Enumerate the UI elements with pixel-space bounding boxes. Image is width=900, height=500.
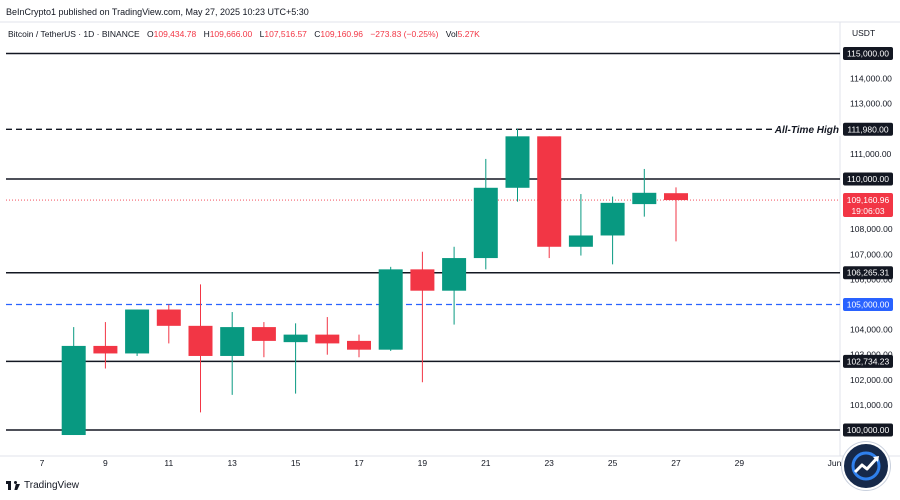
y-tick-label: 114,000.00 [850,74,892,84]
last-price-tag [843,193,893,218]
level-price-label: 102,734.23 [847,356,890,366]
y-tick-label: 113,000.00 [850,99,892,109]
low-value: 107,516.57 [264,29,307,39]
level-price-label: 106,265.31 [847,268,890,278]
y-tick-label: 111,000.00 [850,149,892,159]
level-price-label: 110,000.00 [847,174,889,184]
x-tick-label: 21 [481,458,491,468]
volume-value: 5.27K [457,29,480,39]
candle-body-down [315,334,340,344]
axis-unit-label: USDT [852,28,876,38]
level-price-tag [843,172,893,186]
x-tick-label: 29 [735,458,745,468]
countdown-label: 19:06:03 [851,206,884,216]
candle-body-up [568,235,593,247]
high-label: H [203,29,210,39]
candle-body-up [61,345,86,436]
candle-body-down [347,340,371,350]
trend-icon [851,451,881,481]
candle-body-down [410,269,435,291]
candle-body-up [378,269,403,350]
close-label: C [314,29,321,39]
y-tick-label: 107,000.00 [850,249,893,259]
level-price-tag [843,298,893,311]
tradingview-icon [6,481,20,490]
open-label: O [147,29,154,39]
y-tick-label: 104,000.00 [850,325,893,335]
change-value: −273.83 (−0.25%) [370,29,439,39]
candle-body-up [505,136,530,188]
tradingview-logo: TradingView [6,480,79,491]
symbol-legend: Bitcoin / TetherUS · 1D · BINANCE O109,4… [8,29,480,39]
x-tick-label: 15 [291,458,301,468]
level-price-label: 115,000.00 [847,49,889,59]
x-tick-label: 7 [40,458,45,468]
last-price-label: 109,160.96 [847,195,890,205]
level-price-tag [843,423,893,437]
level-price-label: 105,000.00 [847,300,890,310]
x-tick-label: Jun [828,458,842,468]
y-tick-label: 103,000.00 [850,350,893,360]
candle-body-down [188,325,213,356]
high-value: 109,666.00 [209,29,253,39]
level-price-label: 100,000.00 [847,425,890,435]
close-value: 109,160.96 [320,29,363,39]
y-tick-label: 106,000.00 [850,274,893,284]
y-tick-label: 101,000.00 [850,400,893,410]
x-tick-label: 13 [227,458,237,468]
publisher-line: BeInCrypto1 published on TradingView.com… [6,7,309,17]
y-tick-label: 108,000.00 [850,224,893,234]
low-label: L [259,29,265,39]
x-tick-label: 11 [164,458,173,468]
level-price-tag [843,354,893,368]
tradingview-brand: TradingView [24,480,80,491]
symbol-name: Bitcoin / TetherUS · 1D · BINANCE [8,29,140,39]
candle-body-down [156,309,181,326]
open-value: 109,434.78 [153,29,197,39]
candle-body-up [442,258,467,291]
candle-body-up [473,187,498,259]
x-tick-label: 25 [608,458,618,468]
candle-body-down [537,136,562,247]
x-tick-label: 17 [354,458,364,468]
candle-body-up [600,202,625,236]
candle-body-down [93,345,118,354]
level-price-tag [843,47,893,60]
candle-body-down [251,327,276,341]
candle-body-up [283,334,308,343]
candle-body-up [632,192,657,205]
candle-body-down [664,193,688,201]
x-tick-label: 27 [671,458,681,468]
level-price-label: 111,980.00 [847,124,889,134]
x-tick-label: 19 [418,458,428,468]
author-logo-badge[interactable] [842,442,890,490]
x-tick-label: 9 [103,458,108,468]
volume-label: Vol [445,29,458,39]
x-tick-label: 23 [544,458,554,468]
candle-body-up [220,327,245,356]
candle-body-up [125,309,150,354]
level-price-tag [843,122,893,136]
level-price-tag [843,266,893,280]
all-time-high-annotation: All-Time High [774,125,839,136]
y-tick-label: 102,000.00 [850,375,893,385]
